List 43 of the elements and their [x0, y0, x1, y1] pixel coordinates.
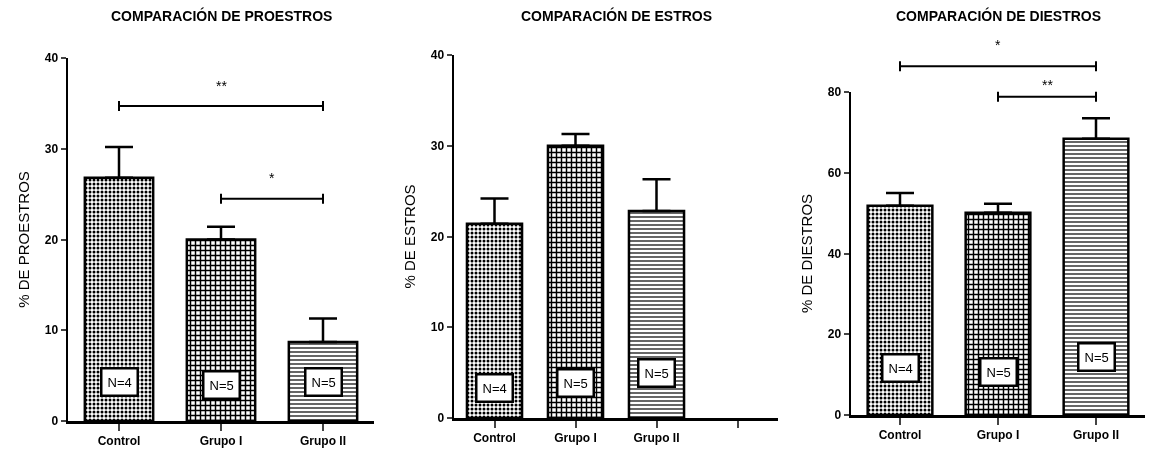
x-tick-label: Control — [473, 430, 516, 445]
y-tick-label: 40 — [430, 48, 445, 63]
annotation: N=5 — [986, 364, 1011, 380]
x-tick-label: Grupo I — [976, 427, 1020, 442]
y-axis-title: % DE PROESTROS — [14, 171, 32, 308]
y-tick-label: 0 — [834, 408, 842, 423]
x-tick-label: Grupo I — [554, 430, 597, 445]
y-tick-label: 40 — [44, 51, 59, 66]
y-tick-label: 40 — [827, 246, 842, 261]
annotation: * — [269, 170, 275, 186]
annotation: N=4 — [888, 360, 913, 376]
annotation: N=5 — [644, 365, 669, 381]
y-tick-label: 80 — [827, 85, 842, 100]
y-tick-label: 10 — [44, 323, 59, 338]
y-tick-label: 20 — [430, 229, 445, 244]
x-tick-label: Control — [97, 433, 141, 448]
annotation: N=5 — [1084, 349, 1109, 365]
y-tick-label: 20 — [44, 232, 59, 247]
x-tick-label: Grupo I — [199, 433, 243, 448]
y-tick-label: 10 — [430, 320, 445, 335]
annotation: N=5 — [563, 375, 588, 391]
y-tick-label: 60 — [827, 165, 842, 180]
y-tick-label: 30 — [430, 138, 445, 153]
y-tick-label: 30 — [44, 141, 59, 156]
chart-title: COMPARACIÓN DE PROESTROS — [111, 7, 333, 24]
annotation: N=5 — [209, 377, 234, 393]
chart-title: COMPARACIÓN DE ESTROS — [521, 7, 713, 24]
y-axis-title: % DE ESTROS — [400, 184, 418, 289]
annotation: N=5 — [311, 374, 336, 390]
x-tick-label: Control — [878, 427, 922, 442]
annotation: ** — [1042, 77, 1054, 93]
x-tick-label: Grupo II — [633, 430, 680, 445]
y-tick-label: 0 — [51, 414, 59, 429]
y-tick-label: 20 — [827, 327, 842, 342]
y-tick-label: 0 — [437, 411, 445, 426]
y-axis-title: % DE DIESTROS — [797, 193, 815, 314]
annotation: N=4 — [482, 380, 507, 396]
chart-title: COMPARACIÓN DE DIESTROS — [896, 7, 1102, 24]
x-tick-label: Grupo II — [300, 433, 346, 448]
text: * — [995, 37, 1001, 53]
x-tick-label: Grupo II — [1073, 427, 1119, 442]
annotation: N=4 — [107, 374, 132, 390]
annotation: ** — [216, 78, 228, 94]
